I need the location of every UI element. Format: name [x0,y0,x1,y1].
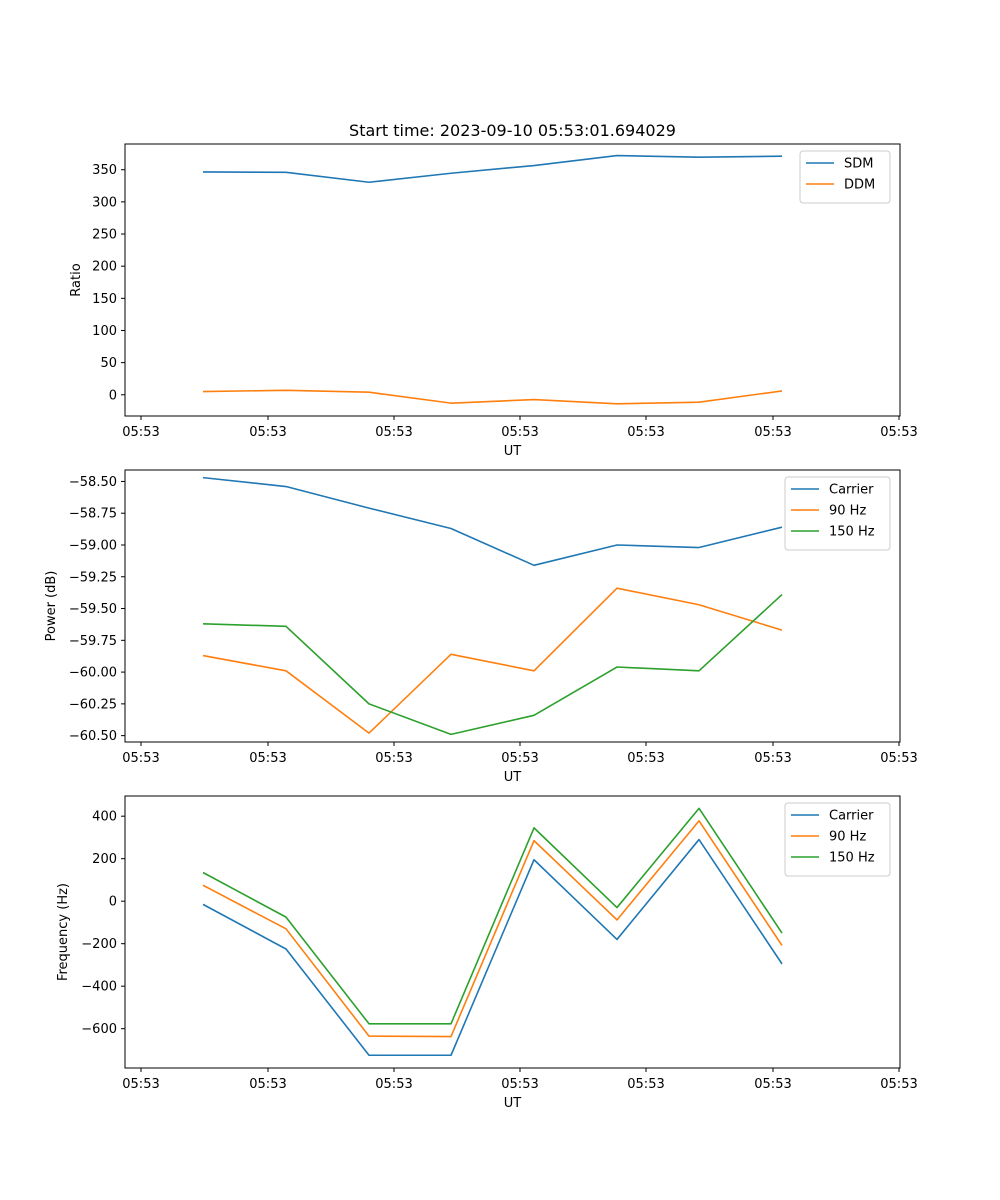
series-line-ddm [202,389,783,405]
legend-label: 90 Hz [829,504,866,519]
y-tick-label: 350 [92,163,117,178]
series-line-150-hz [202,807,783,1025]
y-axis-label: Frequency (Hz) [56,883,71,981]
y-tick-label: 150 [92,292,117,307]
series-line-90-hz [202,587,783,734]
y-tick-label: 0 [109,895,117,910]
y-tick-label: 50 [100,356,117,371]
x-tick-label: 05:53 [501,751,538,766]
axes-frame [124,469,901,743]
x-tick-label: 05:53 [249,1077,286,1092]
series-line-carrier [202,476,783,567]
legend-label: SDM [844,157,873,172]
legend-box [799,150,891,204]
x-tick-label: 05:53 [501,1077,538,1092]
y-tick-label: −58.50 [69,475,117,490]
y-tick-label: −58.75 [69,507,117,522]
x-tick-label: 05:53 [880,751,917,766]
y-tick-label: 250 [92,228,117,243]
y-tick-label: 200 [92,260,117,275]
legend-label: Carrier [829,483,874,498]
series-line-carrier [202,838,783,1057]
x-tick-label: 05:53 [249,751,286,766]
x-tick-label: 05:53 [122,751,159,766]
y-tick-label: −59.50 [69,602,117,617]
y-tick-label: −200 [81,937,117,952]
x-tick-label: 05:53 [627,425,664,440]
series-line-90-hz [202,820,783,1038]
legend-label: Carrier [829,809,874,824]
x-tick-label: 05:53 [501,425,538,440]
chart-panel-3: 05:53 05:53 05:53 05:53 05:53 05:53 05:53 400 20… [56,795,918,1111]
chart-panel-2: 05:53 05:53 05:53 05:53 05:53 05:53 05:53 −58.5… [44,469,918,785]
chart-panel-1: Start time: 2023-09-10 05:53:01.69402905… [69,121,918,459]
x-tick-label: 05:53 [249,425,286,440]
x-tick-label: 05:53 [754,751,791,766]
y-axis-label: Power (dB) [44,571,59,642]
y-tick-label: −60.00 [69,666,117,681]
y-tick-label: 300 [92,195,117,210]
legend-label: 90 Hz [829,830,866,845]
x-axis-label: UT [504,770,522,785]
y-tick-label: 200 [92,852,117,867]
y-tick-label: 400 [92,810,117,825]
legend: SDM DDM [799,150,891,204]
y-tick-label: −60.25 [69,697,117,712]
y-tick-label: 0 [109,388,117,403]
x-tick-label: 05:53 [122,425,159,440]
x-tick-label: 05:53 [880,425,917,440]
x-axis-label: UT [504,444,522,459]
series-line-sdm [202,154,783,184]
series-line-150-hz [202,593,783,736]
legend-label: DDM [844,178,875,193]
y-tick-label: 100 [92,324,117,339]
x-tick-label: 05:53 [375,425,412,440]
x-tick-label: 05:53 [375,1077,412,1092]
y-tick-label: −600 [81,1022,117,1037]
y-tick-label: −59.00 [69,538,117,553]
legend: Carrier 90 Hz 150 Hz [784,802,891,877]
x-tick-label: 05:53 [122,1077,159,1092]
axes-frame [124,795,901,1069]
y-axis-label: Ratio [69,263,84,296]
x-tick-label: 05:53 [754,1077,791,1092]
y-tick-label: −59.25 [69,570,117,585]
axes-frame [124,143,901,417]
y-tick-label: −60.50 [69,729,117,744]
x-tick-label: 05:53 [880,1077,917,1092]
chart-title: Start time: 2023-09-10 05:53:01.694029 [349,121,676,140]
x-tick-label: 05:53 [754,425,791,440]
legend: Carrier 90 Hz 150 Hz [784,476,891,551]
x-tick-label: 05:53 [627,1077,664,1092]
x-tick-label: 05:53 [375,751,412,766]
y-tick-label: −400 [81,980,117,995]
legend-label: 150 Hz [829,851,875,866]
legend-label: 150 Hz [829,525,875,540]
x-axis-label: UT [504,1096,522,1111]
y-tick-label: −59.75 [69,634,117,649]
x-tick-label: 05:53 [627,751,664,766]
